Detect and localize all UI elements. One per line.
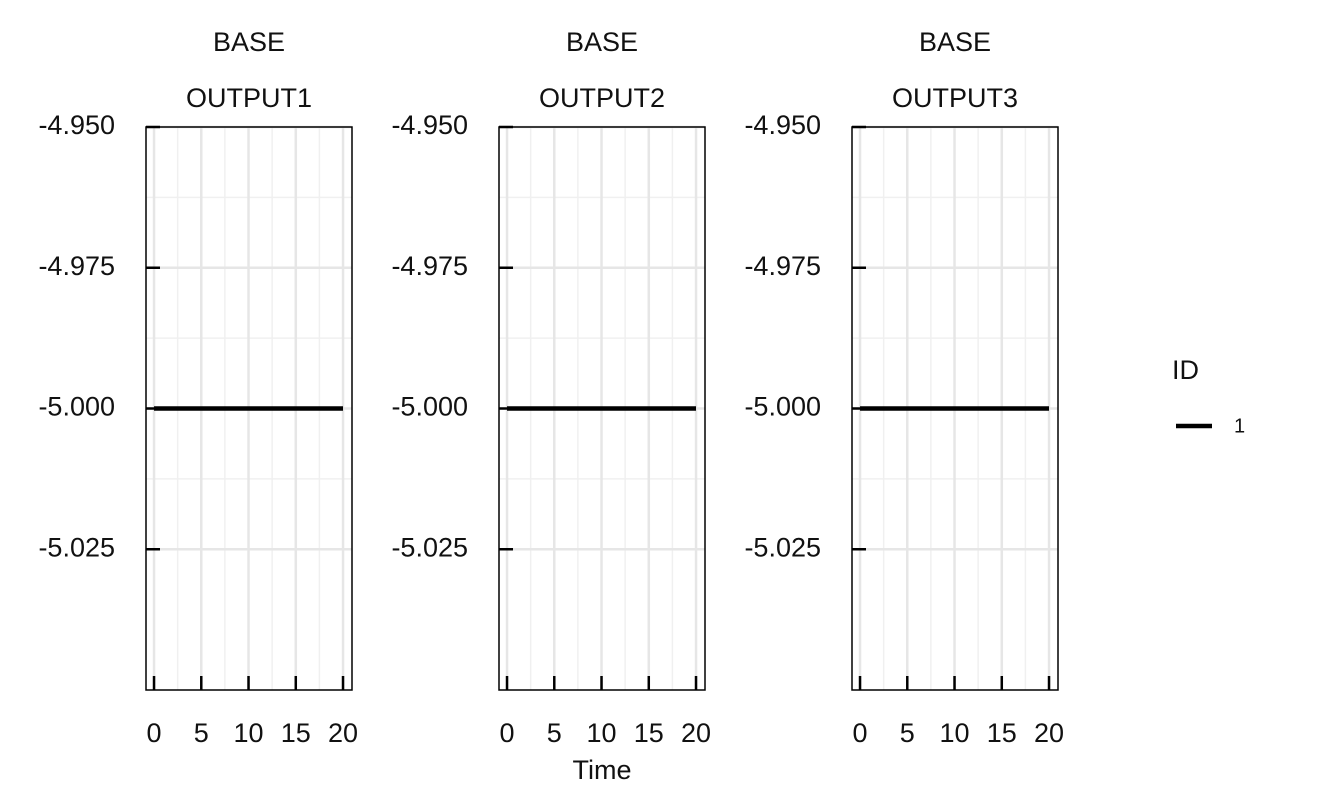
y-tick-label: -4.975: [744, 251, 821, 281]
x-tick-label: 5: [194, 718, 209, 748]
y-tick-label: -4.950: [744, 110, 821, 140]
x-tick-label: 5: [547, 718, 562, 748]
y-tick-label: -5.000: [38, 392, 115, 422]
y-tick-label: -4.975: [391, 251, 468, 281]
x-tick-label: 0: [500, 718, 515, 748]
x-tick-label: 15: [634, 718, 664, 748]
y-tick-label: -4.950: [38, 110, 115, 140]
x-tick-label: 0: [147, 718, 162, 748]
y-tick-label: -4.950: [391, 110, 468, 140]
panel-title: BASE: [213, 27, 285, 57]
y-tick-label: -5.025: [38, 532, 115, 562]
y-tick-label: -5.025: [744, 532, 821, 562]
panel-subtitle: OUTPUT2: [539, 83, 665, 113]
x-tick-label: 15: [987, 718, 1017, 748]
y-tick-label: -5.000: [391, 392, 468, 422]
x-tick-label: 20: [681, 718, 711, 748]
panel-title: BASE: [919, 27, 991, 57]
legend-title: ID: [1172, 355, 1199, 385]
y-tick-label: -5.000: [744, 392, 821, 422]
x-tick-label: 15: [281, 718, 311, 748]
panel-subtitle: OUTPUT1: [186, 83, 312, 113]
x-tick-label: 20: [328, 718, 358, 748]
x-tick-label: 10: [940, 718, 970, 748]
x-tick-label: 0: [853, 718, 868, 748]
y-tick-label: -5.025: [391, 532, 468, 562]
legend-label: 1: [1234, 415, 1245, 437]
panel-title: BASE: [566, 27, 638, 57]
x-tick-label: 20: [1034, 718, 1064, 748]
x-tick-label: 10: [587, 718, 617, 748]
x-axis-label: Time: [573, 755, 632, 785]
panel-subtitle: OUTPUT3: [892, 83, 1018, 113]
y-tick-label: -4.975: [38, 251, 115, 281]
x-tick-label: 5: [900, 718, 915, 748]
x-tick-label: 10: [234, 718, 264, 748]
